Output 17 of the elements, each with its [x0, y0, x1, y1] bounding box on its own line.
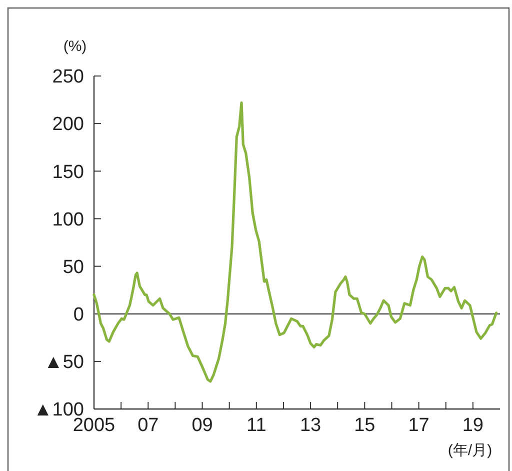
y-tick-label: 250 [52, 66, 84, 88]
x-tick-label: 13 [300, 415, 322, 436]
x-tick-label: 15 [354, 415, 376, 436]
x-tick-label: 11 [246, 415, 266, 436]
y-tick-label: 200 [52, 114, 84, 136]
x-tick-label: 17 [408, 415, 430, 436]
y-tick-label: 0 [73, 304, 84, 326]
y-tick-label: ▲50 [44, 352, 84, 374]
x-tick-label: 07 [138, 415, 159, 436]
x-tick-label: 19 [462, 415, 484, 436]
line-series [92, 101, 498, 383]
y-tick-label: 50 [62, 256, 84, 278]
y-tick-label: 100 [52, 209, 84, 230]
y-tick-label: 150 [52, 162, 84, 183]
y-axis-title: (%) [63, 38, 87, 55]
x-tick-label: 09 [192, 415, 213, 436]
x-axis-title: (年/月) [448, 442, 492, 459]
